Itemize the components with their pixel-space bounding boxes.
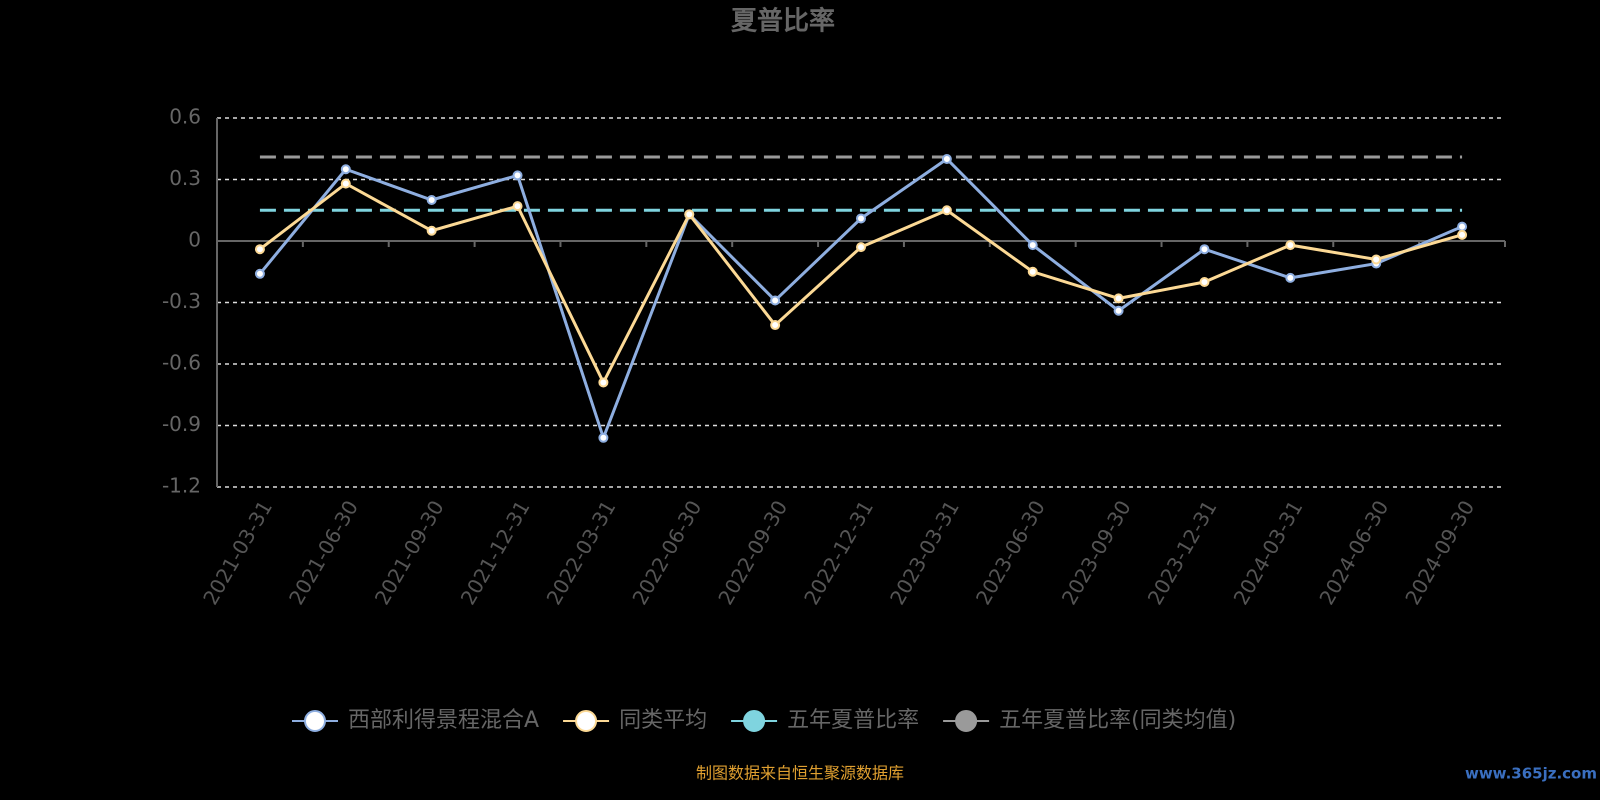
legend-label: 五年夏普比率 <box>787 708 919 733</box>
data-point <box>684 209 695 220</box>
data-point <box>1027 266 1038 277</box>
source-note: 制图数据来自恒生聚源数据库 <box>696 764 904 783</box>
data-point <box>1199 277 1210 287</box>
data-point <box>340 164 351 175</box>
data-point <box>856 242 866 253</box>
chart-title: 夏普比率 <box>731 6 835 37</box>
x-tick-label: 2024-09-30 <box>1400 496 1479 609</box>
data-point <box>1371 254 1382 265</box>
legend-label: 五年夏普比率(同类均值) <box>999 708 1236 733</box>
legend-marker <box>575 710 598 732</box>
y-tick-label: 0.6 <box>169 105 201 129</box>
data-point <box>426 225 437 236</box>
legend-item: 五年夏普比率(同类均值) <box>943 708 1236 733</box>
legend-marker <box>955 710 978 732</box>
x-tick-label: 2023-06-30 <box>971 496 1050 609</box>
data-point <box>340 178 351 189</box>
y-tick-label: 0.3 <box>169 166 201 190</box>
legend-marker <box>743 710 766 732</box>
data-point <box>598 377 609 388</box>
data-point <box>1285 240 1296 251</box>
y-tick-label: -1.2 <box>162 474 201 498</box>
x-tick-label: 2021-03-31 <box>198 496 277 609</box>
x-tick-label: 2021-09-30 <box>370 496 449 609</box>
data-point <box>1199 244 1210 255</box>
data-point <box>856 213 866 224</box>
series-line <box>258 157 1463 443</box>
series-line <box>259 181 1463 386</box>
data-point <box>941 205 952 216</box>
x-tick-label: 2023-03-31 <box>885 496 964 609</box>
x-tick-label: 2024-03-31 <box>1229 496 1308 609</box>
legend-item: 同类平均 <box>563 708 707 733</box>
data-point <box>1113 293 1124 304</box>
x-tick-label: 2023-12-31 <box>1143 496 1222 609</box>
x-tick-label: 2022-09-30 <box>713 496 792 609</box>
data-point <box>770 295 781 306</box>
data-point <box>426 195 437 205</box>
legend-label: 同类平均 <box>619 708 707 733</box>
x-tick-label: 2021-06-30 <box>284 496 363 609</box>
legend-item: 西部利得景程混合A <box>292 708 539 733</box>
data-point <box>1113 305 1124 316</box>
data-point <box>254 244 265 255</box>
data-point <box>770 320 781 331</box>
data-point <box>512 170 523 181</box>
data-point <box>1457 221 1468 232</box>
data-point <box>1027 240 1038 251</box>
data-point <box>941 154 952 164</box>
y-tick-label: -0.6 <box>162 351 201 375</box>
legend-label: 西部利得景程混合A <box>348 708 539 733</box>
x-tick-label: 2023-09-30 <box>1057 496 1136 609</box>
legend-marker <box>304 710 326 732</box>
data-point <box>254 268 265 279</box>
data-point <box>1285 272 1296 283</box>
x-tick-label: 2022-12-31 <box>799 496 878 609</box>
legend-item: 五年夏普比率 <box>731 708 919 733</box>
x-tick-label: 2022-03-31 <box>542 496 621 609</box>
y-tick-label: -0.9 <box>162 412 201 436</box>
data-point <box>512 201 523 212</box>
data-point <box>598 432 609 443</box>
y-tick-label: 0 <box>188 228 201 252</box>
y-tick-label: -0.3 <box>162 289 201 313</box>
data-point <box>1457 229 1468 240</box>
x-tick-label: 2021-12-31 <box>456 496 535 609</box>
x-tick-label: 2022-06-30 <box>627 496 706 609</box>
watermark: www.365jz.com <box>1465 765 1597 783</box>
x-tick-label: 2024-06-30 <box>1314 496 1393 609</box>
